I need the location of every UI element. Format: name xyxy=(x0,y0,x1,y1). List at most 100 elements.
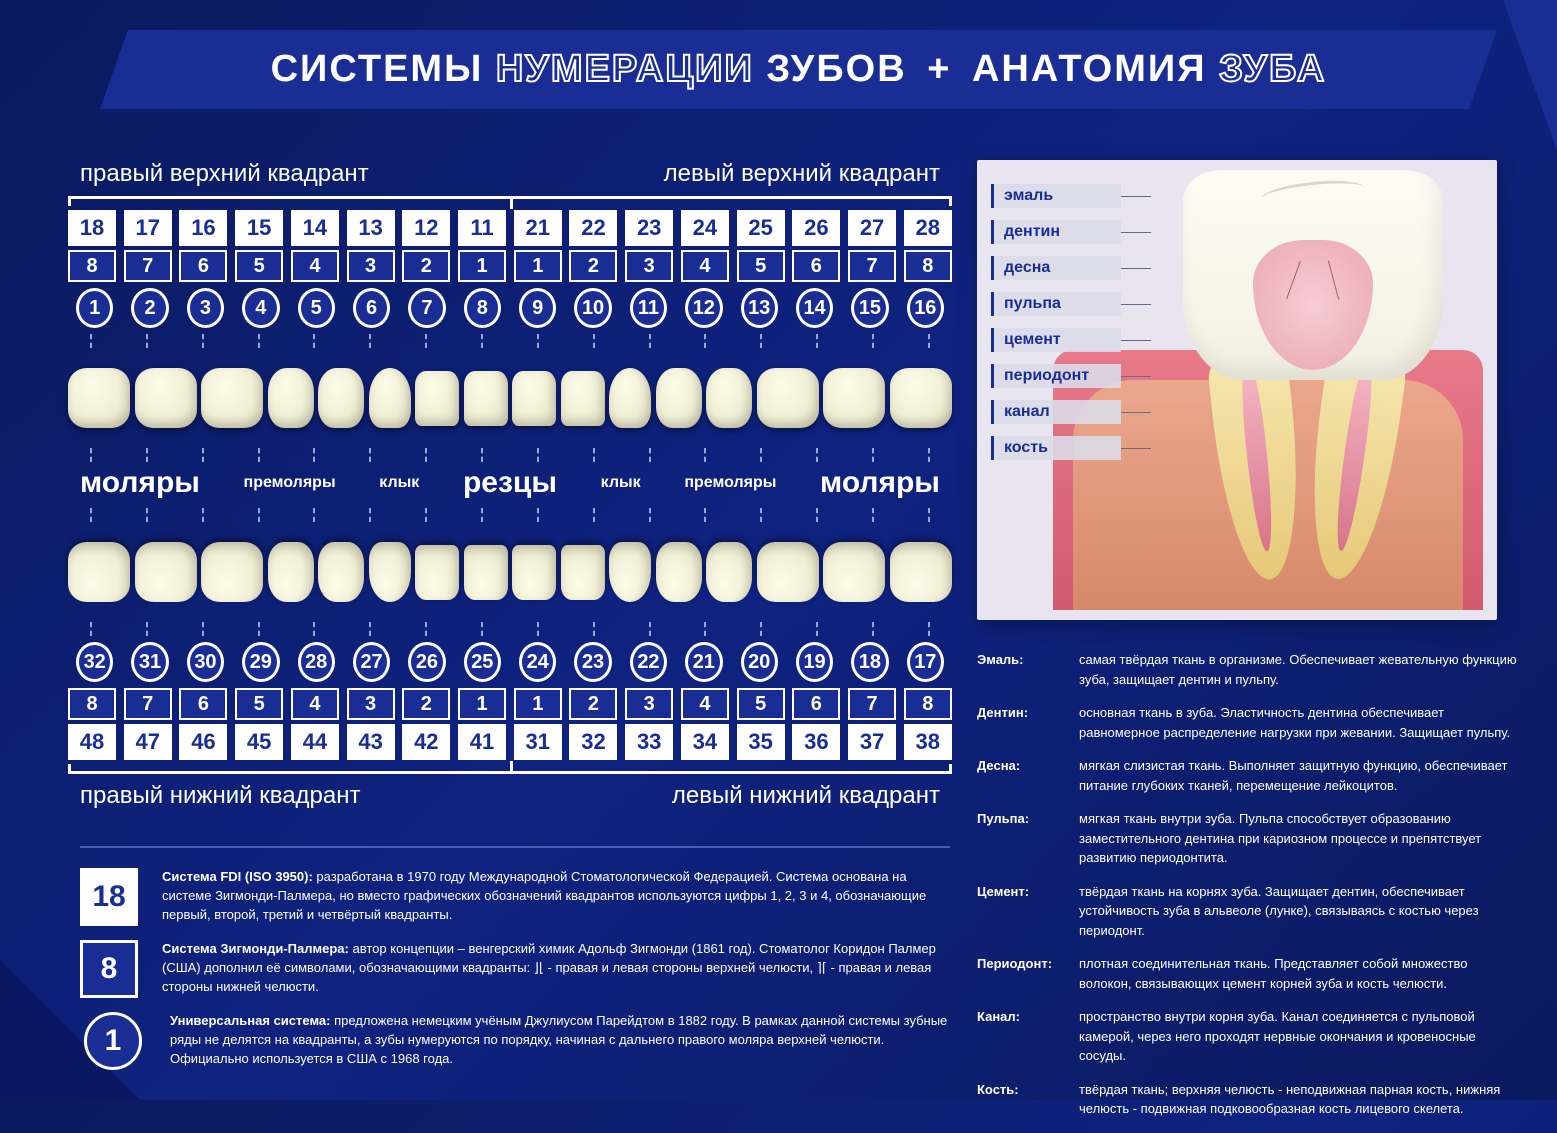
palmer-cell: 2 xyxy=(569,250,617,282)
univ-cell: 11 xyxy=(630,288,667,328)
label-upper-left-quadrant: левый верхний квадрант xyxy=(664,160,940,188)
palmer-cell: 4 xyxy=(291,688,339,720)
tooth-molar-icon xyxy=(757,368,819,428)
tooth-incisor-icon xyxy=(512,545,556,600)
univ-cell: 9 xyxy=(519,288,556,328)
label-lower-left-quadrant: левый нижний квадрант xyxy=(672,782,940,810)
definition-term: Цемент: xyxy=(977,882,1067,941)
label-molars: моляры xyxy=(80,466,200,500)
title-seg-5: ЗУБА xyxy=(1219,48,1326,90)
definition-text: твёрдая ткань; верхняя челюсть - неподви… xyxy=(1079,1080,1517,1119)
title-seg-4: АНАТОМИЯ xyxy=(959,48,1219,90)
univ-cell: 32 xyxy=(76,642,113,682)
palmer-cell: 1 xyxy=(458,250,506,282)
definition-term: Периодонт: xyxy=(977,954,1067,993)
univ-cell: 26 xyxy=(408,642,445,682)
tooth-canine-icon xyxy=(369,542,411,602)
definition-text: мягкая слизистая ткань. Выполняет защитн… xyxy=(1079,756,1517,795)
palmer-cell: 8 xyxy=(68,250,116,282)
anatomy-diagram-card: эмальдентиндеснапульпацементпериодонткан… xyxy=(977,160,1497,620)
upper-universal-row: 12345678910111213141516 xyxy=(60,288,960,328)
tooth-cross-section xyxy=(1133,170,1473,610)
title-banner: СИСТЕМЫ НУМЕРАЦИИ ЗУБОВ + АНАТОМИЯ ЗУБА xyxy=(100,30,1497,109)
palmer-cell: 4 xyxy=(681,688,729,720)
fdi-cell: 12 xyxy=(402,210,450,246)
definition-term: Дентин: xyxy=(977,703,1067,742)
palmer-cell: 7 xyxy=(848,688,896,720)
fdi-cell: 36 xyxy=(792,724,840,760)
univ-cell: 6 xyxy=(353,288,390,328)
tooth-premolar-icon xyxy=(268,542,314,602)
definition-text: твёрдая ткань на корнях зуба. Защищает д… xyxy=(1079,882,1517,941)
legend-universal: 1 Универсальная система: предложена неме… xyxy=(80,1012,950,1070)
definition-row: Десна: мягкая слизистая ткань. Выполняет … xyxy=(977,756,1517,795)
definition-row: Кость: твёрдая ткань; верхняя челюсть - н… xyxy=(977,1080,1517,1119)
legend-universal-text: Универсальная система: предложена немецк… xyxy=(170,1012,950,1069)
definition-row: Пульпа:мягкая ткань внутри зуба. Пульпа … xyxy=(977,809,1517,868)
univ-cell: 18 xyxy=(851,642,888,682)
palmer-cell: 5 xyxy=(235,688,283,720)
fdi-cell: 34 xyxy=(681,724,729,760)
lower-palmer-row: 8765432112345678 xyxy=(60,688,960,720)
palmer-cell: 7 xyxy=(124,688,172,720)
palmer-cell: 7 xyxy=(848,250,896,282)
univ-cell: 15 xyxy=(851,288,888,328)
fdi-cell: 35 xyxy=(737,724,785,760)
upper-quadrant-labels: правый верхний квадрант левый верхний кв… xyxy=(60,160,960,196)
legend-palmer-title: Система Зигмонди-Палмера: xyxy=(162,941,349,956)
fdi-cell: 22 xyxy=(569,210,617,246)
tooth-molar-icon xyxy=(757,542,819,602)
anatomy-definitions: Эмаль:самая твёрдая ткань в организме. О… xyxy=(977,650,1517,1119)
label-lower-right-quadrant: правый нижний квадрант xyxy=(80,782,361,810)
tooth-molar-icon xyxy=(823,542,885,602)
univ-cell: 7 xyxy=(408,288,445,328)
fdi-cell: 28 xyxy=(904,210,952,246)
definition-row: Дентин:основная ткань в зуба. Эластичнос… xyxy=(977,703,1517,742)
definition-row: Периодонт:плотная соединительная ткань. … xyxy=(977,954,1517,993)
fdi-cell: 48 xyxy=(68,724,116,760)
anatomy-label-периодонт: периодонт xyxy=(991,364,1121,388)
fdi-cell: 18 xyxy=(68,210,116,246)
lower-quadrant-labels: правый нижний квадрант левый нижний квад… xyxy=(60,774,960,818)
label-premolars: премоляры xyxy=(244,474,336,492)
fdi-cell: 13 xyxy=(347,210,395,246)
tooth-incisor-icon xyxy=(464,545,508,600)
palmer-cell: 5 xyxy=(235,250,283,282)
fdi-cell: 26 xyxy=(792,210,840,246)
definition-term: Десна: xyxy=(977,756,1067,795)
definition-term: Эмаль: xyxy=(977,650,1067,689)
definition-term: Кость: xyxy=(977,1080,1067,1119)
definition-term: Канал: xyxy=(977,1007,1067,1066)
label-premolars: премоляры xyxy=(684,474,776,492)
definition-text: мягкая ткань внутри зуба. Пульпа способс… xyxy=(1079,809,1517,868)
legend-palmer-text: Система Зигмонди-Палмера: автор концепци… xyxy=(162,940,950,997)
palmer-cell: 5 xyxy=(737,688,785,720)
fdi-cell: 25 xyxy=(737,210,785,246)
fdi-cell: 38 xyxy=(904,724,952,760)
tooth-premolar-icon xyxy=(656,542,702,602)
connector-dashes xyxy=(60,508,960,522)
univ-cell: 31 xyxy=(131,642,168,682)
title-seg-3: ЗУБОВ xyxy=(754,48,919,90)
legend-palmer-badge: 8 xyxy=(80,940,138,998)
tooth-molar-icon xyxy=(201,542,263,602)
tooth-molar-icon xyxy=(135,368,197,428)
univ-cell: 17 xyxy=(907,642,944,682)
legend-universal-title: Универсальная система: xyxy=(170,1013,330,1028)
palmer-cell: 7 xyxy=(124,250,172,282)
legend-fdi-badge: 18 xyxy=(80,868,138,926)
tooth-molar-icon xyxy=(68,542,130,602)
fdi-cell: 15 xyxy=(235,210,283,246)
legend-fdi: 18 Система FDI (ISO 3950): разработана в… xyxy=(80,868,950,926)
title-seg-2: НУМЕРАЦИИ xyxy=(496,48,754,90)
connector-dashes xyxy=(60,448,960,462)
univ-cell: 16 xyxy=(907,288,944,328)
palmer-cell: 3 xyxy=(347,688,395,720)
palmer-cell: 1 xyxy=(514,250,562,282)
fdi-cell: 41 xyxy=(458,724,506,760)
anatomy-panel: эмальдентиндеснапульпацементпериодонткан… xyxy=(977,160,1517,1133)
anatomy-label-канал: канал xyxy=(991,400,1121,424)
numbering-chart: правый верхний квадрант левый верхний кв… xyxy=(60,160,960,818)
label-incisors: резцы xyxy=(463,466,557,500)
fdi-cell: 14 xyxy=(291,210,339,246)
